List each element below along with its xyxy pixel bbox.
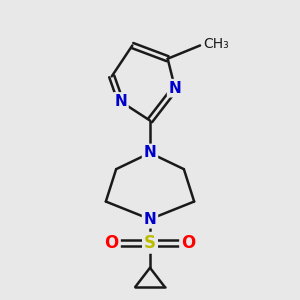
Text: O: O — [181, 234, 195, 252]
Text: O: O — [105, 234, 119, 252]
Text: S: S — [144, 234, 156, 252]
Text: N: N — [144, 146, 156, 160]
Text: CH₃: CH₃ — [203, 37, 229, 51]
Text: N: N — [144, 212, 156, 227]
Text: N: N — [114, 94, 127, 109]
Text: N: N — [169, 81, 182, 96]
